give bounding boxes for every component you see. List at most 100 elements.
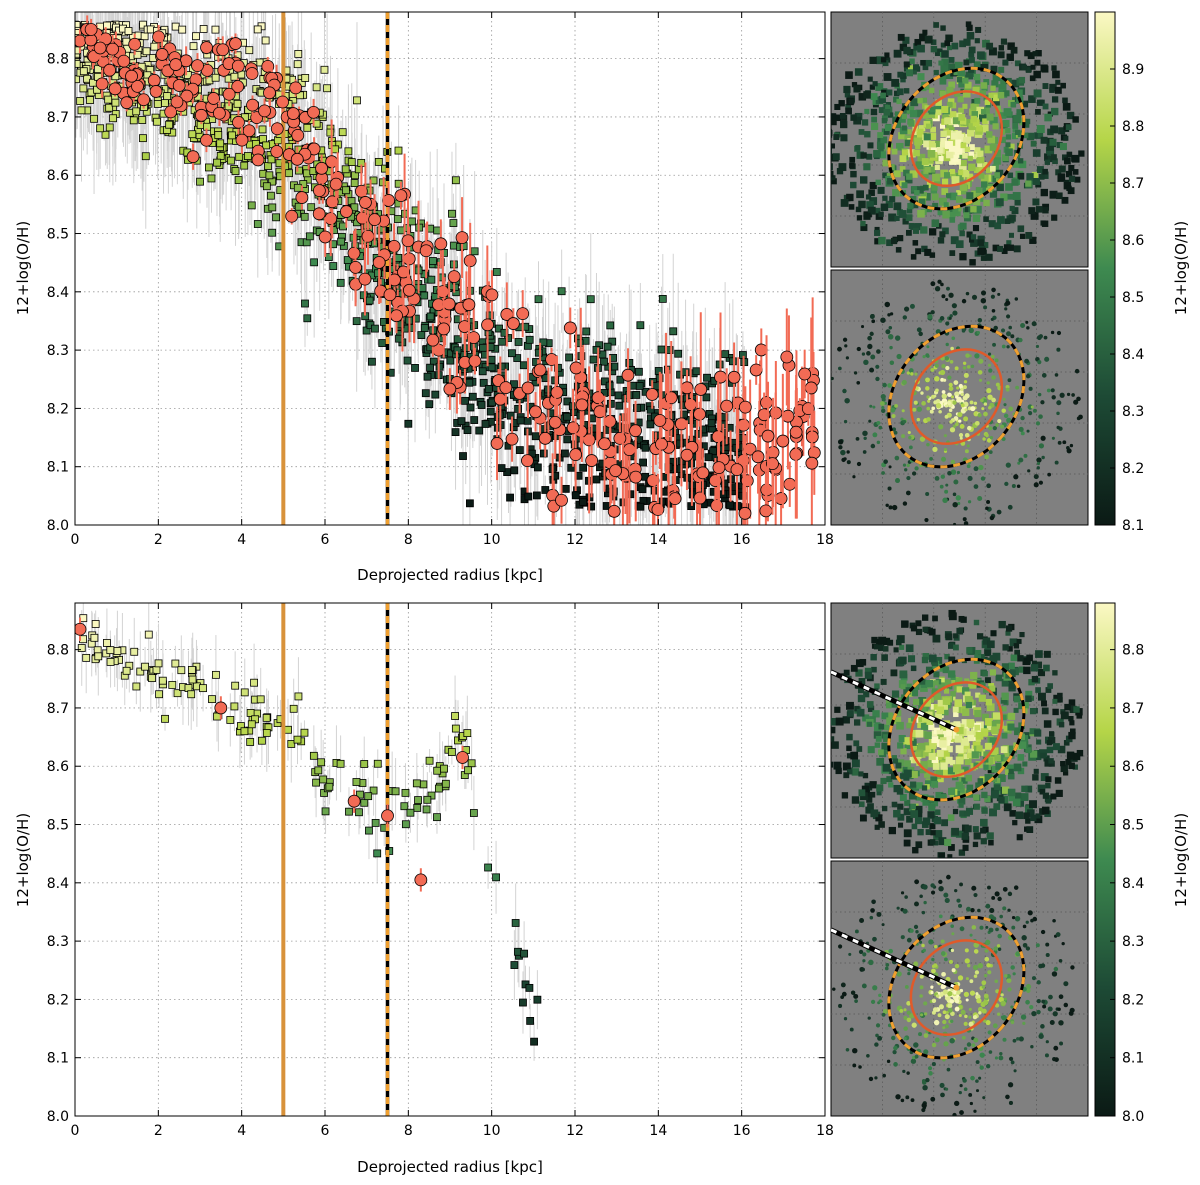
map-spaxel bbox=[1007, 172, 1014, 179]
hii-marker bbox=[216, 43, 230, 57]
hii-marker bbox=[481, 318, 494, 332]
map-spaxel bbox=[893, 96, 899, 103]
hii-marker bbox=[186, 150, 200, 164]
spaxel-marker bbox=[571, 491, 580, 500]
map-spaxel bbox=[917, 153, 926, 162]
map-spaxel bbox=[937, 209, 944, 216]
map-spaxel bbox=[909, 196, 917, 203]
map-spaxel bbox=[869, 84, 875, 90]
hii-marker bbox=[653, 414, 667, 427]
map-spaxel bbox=[977, 239, 984, 246]
hii-marker bbox=[437, 322, 451, 336]
y-tick-label: 8.7 bbox=[47, 110, 69, 126]
map-spaxel bbox=[1040, 136, 1048, 144]
map-spaxel bbox=[845, 71, 853, 79]
spaxel-marker bbox=[632, 391, 641, 399]
spaxel-marker bbox=[486, 407, 495, 416]
map-spaxel bbox=[854, 68, 863, 76]
map-spaxel bbox=[1025, 231, 1033, 239]
map-spaxel bbox=[983, 79, 990, 85]
x-tick-label: 8 bbox=[404, 532, 413, 548]
map-spaxel bbox=[902, 218, 909, 225]
spaxel-marker bbox=[434, 784, 443, 793]
map-spaxel bbox=[894, 215, 900, 221]
map-spaxel bbox=[1042, 103, 1049, 110]
map-spaxel bbox=[938, 156, 944, 162]
spaxel-marker bbox=[421, 389, 430, 398]
spaxel-marker bbox=[150, 42, 159, 51]
spaxel-marker bbox=[246, 738, 255, 746]
hii-marker bbox=[737, 418, 750, 432]
spaxel-marker bbox=[468, 392, 477, 401]
map-spaxel bbox=[951, 149, 958, 155]
map-hii-region bbox=[991, 375, 996, 380]
map-spaxel bbox=[1066, 151, 1073, 158]
spaxel-marker bbox=[407, 217, 416, 226]
spaxel-marker bbox=[510, 961, 519, 969]
spaxel-marker bbox=[231, 167, 240, 175]
hii-marker bbox=[402, 283, 416, 297]
hii-marker bbox=[286, 107, 300, 120]
hii-marker bbox=[200, 41, 213, 54]
map-spaxel bbox=[1029, 236, 1037, 244]
map-spaxel bbox=[1071, 154, 1080, 163]
map-spaxel bbox=[956, 133, 965, 142]
map-spaxel bbox=[997, 51, 1005, 59]
map-spaxel bbox=[895, 247, 902, 253]
spaxel-marker bbox=[258, 125, 267, 134]
map-spaxel bbox=[934, 164, 940, 171]
map-spaxel bbox=[932, 185, 938, 191]
map-spaxel bbox=[932, 202, 939, 209]
map-spaxel bbox=[929, 228, 937, 236]
map-spaxel bbox=[1000, 79, 1007, 86]
map-spaxel bbox=[949, 217, 956, 223]
spaxel-marker bbox=[654, 367, 663, 375]
map-spaxel bbox=[910, 254, 917, 260]
spaxel-marker bbox=[75, 59, 81, 68]
hii-marker bbox=[693, 491, 707, 505]
spaxel-marker bbox=[160, 99, 169, 108]
map-spaxel bbox=[867, 142, 874, 149]
spaxel-marker bbox=[284, 725, 292, 734]
hii-marker bbox=[291, 128, 305, 142]
hii-marker bbox=[263, 86, 276, 100]
map-spaxel bbox=[831, 143, 836, 149]
map-spaxel bbox=[909, 67, 917, 75]
map-spaxel bbox=[903, 64, 912, 72]
map-spaxel bbox=[871, 116, 878, 123]
hii-marker bbox=[432, 298, 445, 312]
spaxel-marker bbox=[317, 758, 326, 767]
map-hii-region bbox=[949, 427, 956, 433]
spaxel-marker bbox=[520, 949, 529, 958]
spaxel-marker bbox=[451, 428, 460, 437]
map-spaxel bbox=[974, 97, 981, 104]
hii-marker bbox=[207, 92, 220, 105]
hii-marker bbox=[383, 288, 397, 302]
hii-marker bbox=[108, 82, 122, 96]
spaxel-marker bbox=[646, 405, 655, 414]
hii-marker bbox=[712, 461, 726, 475]
x-tick-label: 4 bbox=[237, 532, 246, 548]
map-hii-region bbox=[1002, 397, 1006, 401]
hii-marker bbox=[776, 434, 790, 448]
map-hii-region bbox=[880, 317, 886, 323]
map-spaxel bbox=[971, 99, 977, 105]
spaxel-marker bbox=[293, 183, 302, 192]
spaxel-marker bbox=[303, 314, 312, 323]
hii-marker bbox=[251, 153, 265, 167]
hii-marker bbox=[462, 298, 476, 312]
map-spaxel bbox=[970, 206, 977, 213]
map-spaxel bbox=[921, 170, 929, 179]
map-spaxel bbox=[1059, 143, 1067, 151]
map-spaxel bbox=[962, 77, 969, 84]
map-spaxel bbox=[910, 152, 916, 158]
map-spaxel bbox=[887, 112, 894, 118]
map-hii-region bbox=[934, 476, 940, 481]
spaxel-marker bbox=[394, 146, 403, 155]
spaxel-marker bbox=[557, 287, 566, 296]
spaxel-marker bbox=[603, 342, 612, 351]
map-spaxel bbox=[880, 203, 889, 212]
map-spaxel bbox=[935, 99, 942, 106]
map-spaxel bbox=[1030, 211, 1039, 220]
spaxel-marker bbox=[721, 350, 730, 359]
